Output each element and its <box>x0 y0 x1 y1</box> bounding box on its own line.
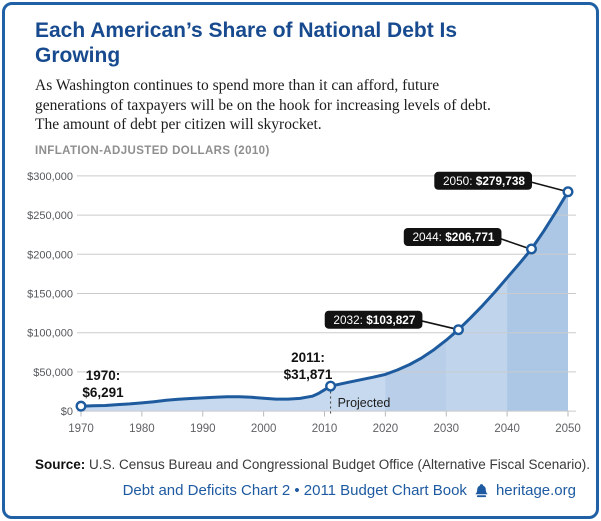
data-point-2032 <box>452 324 464 336</box>
source-label: Source: <box>35 457 86 472</box>
debt-per-citizen-chart: $0 $50,000 $100,000 $150,000 $200,000 $250,00… <box>27 171 581 435</box>
callout-text-2050: 2050: $279,738 <box>443 174 525 188</box>
y-axis-label: $200,000 <box>27 249 73 261</box>
annotation-2011: 2011: <box>291 350 325 365</box>
y-axis-label: $300,000 <box>27 171 73 183</box>
callout-box-2032 <box>324 310 423 329</box>
text-line: The amount of debt per citizen will skyr… <box>35 116 322 133</box>
footer: Debt and Deficits Chart 2 • 2011 Budget … <box>123 482 576 499</box>
data-point-2011 <box>325 380 337 392</box>
heritage-org-link[interactable]: heritage.org <box>495 482 576 499</box>
chart-subtitle: As Washington continues to spend more th… <box>35 76 587 135</box>
annotation-1970: $6,291 <box>82 385 124 400</box>
y-axis-label: $50,000 <box>33 367 73 379</box>
x-axis-label: 2030 <box>433 423 459 435</box>
annotation-2011: $31,871 <box>284 367 333 382</box>
callout-text-2032: 2032: $103,827 <box>333 313 415 327</box>
debt-curve <box>79 190 570 408</box>
source-text: U.S. Census Bureau and Congressional Bud… <box>89 457 591 472</box>
text-line: Growing <box>35 44 121 67</box>
callout-box-2044 <box>403 227 502 246</box>
x-axis-label: 1970 <box>68 423 94 435</box>
footer-text: Debt and Deficits Chart 2 • 2011 Budget … <box>122 482 467 499</box>
liberty-bell-icon <box>475 483 488 497</box>
text-line: generations of taxpayers will be on the … <box>35 96 491 114</box>
data-point-1970 <box>75 400 87 412</box>
text-line: Each American’s Share of National Debt I… <box>35 19 458 42</box>
projected-label: Projected <box>338 396 391 410</box>
y-axis-label: $250,000 <box>27 210 73 222</box>
projection-band-2020s <box>385 191 447 412</box>
data-point-2050 <box>562 186 574 198</box>
callout-text-2044: 2044: $206,771 <box>412 230 494 244</box>
y-axis-label: $100,000 <box>27 328 73 340</box>
source-line: Source: U.S. Census Bureau and Congressi… <box>35 457 590 472</box>
text-line: As Washington continues to spend more th… <box>35 77 440 94</box>
x-axis-label: 2020 <box>373 423 399 435</box>
annotation-1970: 1970: <box>86 368 121 383</box>
callout-box-2050 <box>434 171 532 190</box>
x-axis-label: 2000 <box>251 423 277 435</box>
callout-pointer-2050 <box>525 180 565 192</box>
y-axis-label: $0 <box>61 406 73 418</box>
projection-band-2030s <box>446 191 508 412</box>
y-axis-label: $150,000 <box>27 289 73 301</box>
units-label: INFLATION-ADJUSTED DOLLARS (2010) <box>35 145 270 157</box>
page-title: Each American’s Share of National Debt I… <box>35 18 555 68</box>
data-point-2044 <box>525 243 537 255</box>
callout-pointer-2032 <box>416 318 455 330</box>
x-axis-label: 1980 <box>129 423 155 435</box>
x-axis-label: 2040 <box>494 423 520 435</box>
x-axis-label: 2050 <box>555 423 581 435</box>
x-axis-label: 1990 <box>190 423 216 435</box>
x-axis-label: 2010 <box>312 423 338 435</box>
